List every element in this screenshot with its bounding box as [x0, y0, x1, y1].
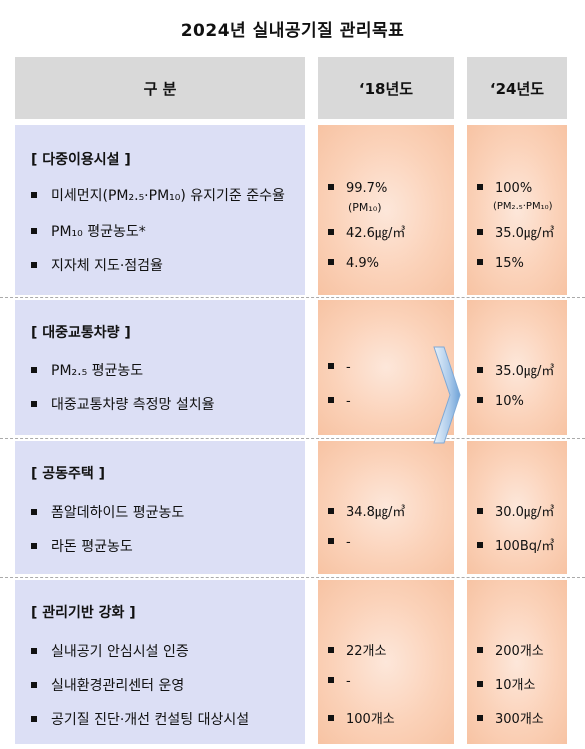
value-2018: 99.7% [328, 181, 387, 196]
bullet-icon [31, 367, 37, 373]
value-2024: 35.0㎍/㎥ [477, 360, 554, 379]
value-2024: 100% [477, 181, 532, 196]
value-2018: 22개소 [328, 640, 386, 659]
value-2018: 42.6㎍/㎥ [328, 222, 405, 241]
value-2018: - [328, 360, 351, 375]
header-2024: ‘24년도 [467, 57, 567, 119]
section-panel-housing: [ 공동주택 ] 폼알데하이드 평균농도 라돈 평균농도 [15, 441, 305, 574]
section-panel-transit: [ 대중교통차량 ] PM₂.₅ 평균농도 대중교통차량 측정망 설치율 [15, 300, 305, 435]
list-item: 폼알데하이드 평균농도 [31, 502, 184, 522]
header-category: 구 분 [15, 57, 305, 119]
values-2024-transit: 35.0㎍/㎥ 10% [467, 300, 567, 435]
bullet-icon [31, 228, 37, 234]
value-2018: 4.9% [328, 256, 379, 271]
values-2024-housing: 30.0㎍/㎥ 100Bq/㎥ [467, 441, 567, 574]
value-2018: 100개소 [328, 708, 395, 727]
list-item: 미세먼지(PM₂.₅·PM₁₀) 유지기준 준수율 [31, 185, 285, 205]
section-title: [ 다중이용시설 ] [31, 152, 131, 168]
value-2018: - [328, 535, 351, 550]
value-note: (PM₁₀) [348, 201, 382, 214]
section-panel-facilities: [ 다중이용시설 ] 미세먼지(PM₂.₅·PM₁₀) 유지기준 준수율 PM₁… [15, 125, 305, 295]
value-2024: 300개소 [477, 708, 544, 727]
section-title: [ 관리기반 강화 ] [31, 605, 136, 621]
value-2024: 10개소 [477, 674, 535, 693]
arrow-right-icon [433, 346, 461, 444]
row-divider [0, 577, 585, 578]
values-2018-housing: 34.8㎍/㎥ - [318, 441, 454, 574]
value-2018: - [328, 394, 351, 409]
value-2024: 30.0㎍/㎥ [477, 501, 554, 520]
bullet-icon [31, 262, 37, 268]
section-title: [ 공동주택 ] [31, 466, 106, 482]
row-divider [0, 297, 585, 298]
bullet-icon [31, 192, 37, 198]
value-2024: 35.0㎍/㎥ [477, 222, 554, 241]
value-2024: 10% [477, 394, 524, 409]
values-2018-transit: - - [318, 300, 454, 435]
list-item: 대중교통차량 측정망 설치율 [31, 394, 214, 414]
value-2024: 200개소 [477, 640, 544, 659]
values-2024-facilities: 100% (PM₂.₅·PM₁₀) 35.0㎍/㎥ 15% [467, 125, 567, 295]
value-2024: 15% [477, 256, 524, 271]
list-item: 지자체 지도·점검율 [31, 255, 163, 275]
section-panel-infrastructure: [ 관리기반 강화 ] 실내공기 안심시설 인증 실내환경관리센터 운영 공기질… [15, 580, 305, 744]
list-item: 실내공기 안심시설 인증 [31, 641, 189, 661]
values-2024-infrastructure: 200개소 10개소 300개소 [467, 580, 567, 744]
bullet-icon [31, 682, 37, 688]
bullet-icon [31, 648, 37, 654]
list-item: 공기질 진단·개선 컨설팅 대상시설 [31, 709, 249, 729]
bullet-icon [31, 716, 37, 722]
list-item: PM₁₀ 평균농도* [31, 221, 146, 241]
list-item: 라돈 평균농도 [31, 536, 133, 556]
value-2024: 100Bq/㎥ [477, 535, 554, 554]
bullet-icon [31, 509, 37, 515]
values-2018-infrastructure: 22개소 - 100개소 [318, 580, 454, 744]
section-title: [ 대중교통차량 ] [31, 325, 131, 341]
value-2018: 34.8㎍/㎥ [328, 501, 405, 520]
bullet-icon [31, 401, 37, 407]
values-2018-facilities: 99.7% (PM₁₀) 42.6㎍/㎥ 4.9% [318, 125, 454, 295]
list-item: 실내환경관리센터 운영 [31, 675, 184, 695]
row-divider [0, 438, 585, 439]
page-title: 2024년 실내공기질 관리목표 [180, 21, 405, 41]
bullet-icon [31, 543, 37, 549]
value-note: (PM₂.₅·PM₁₀) [493, 201, 553, 212]
list-item: PM₂.₅ 평균농도 [31, 360, 143, 380]
value-2018: - [328, 674, 351, 689]
header-2018: ‘18년도 [318, 57, 454, 119]
